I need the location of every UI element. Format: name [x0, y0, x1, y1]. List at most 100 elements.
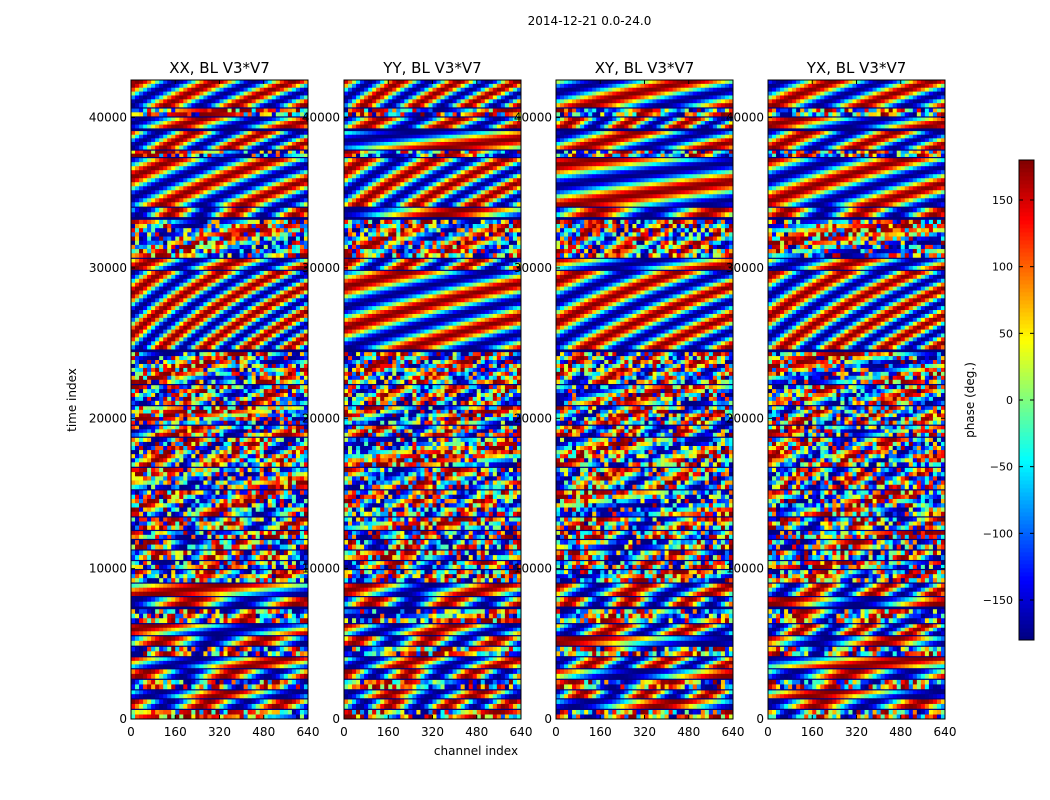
heatmap-cell: [271, 624, 277, 629]
heatmap-cell: [251, 631, 256, 636]
heatmap-cell: [179, 207, 184, 213]
heatmap-cell: [279, 669, 285, 675]
heatmap-cell: [183, 345, 188, 350]
heatmap-cell: [135, 333, 140, 338]
heatmap-cell: [167, 627, 172, 632]
heatmap-cell: [187, 657, 192, 662]
heatmap-cell: [259, 274, 265, 280]
heatmap-cell: [175, 703, 180, 709]
heatmap-cell: [159, 694, 164, 699]
heatmap-cell: [295, 302, 301, 307]
heatmap-cell: [303, 224, 309, 229]
heatmap-cell: [135, 310, 140, 315]
heatmap-cell: [163, 521, 168, 526]
heatmap-cell: [219, 714, 224, 720]
heatmap-cell: [167, 409, 172, 414]
heatmap-cell: [179, 669, 184, 675]
heatmap-cell: [191, 660, 196, 665]
heatmap-cell: [147, 325, 152, 330]
heatmap-cell: [187, 564, 192, 569]
heatmap-cell: [239, 583, 244, 588]
heatmap-cell: [283, 317, 289, 323]
heatmap-cell: [231, 636, 236, 642]
heatmap-cell: [267, 699, 273, 705]
heatmap-cell: [283, 511, 289, 517]
heatmap-cell: [203, 631, 208, 636]
heatmap-cell: [191, 578, 196, 583]
heatmap-cell: [227, 240, 232, 246]
heatmap-cell: [227, 363, 232, 369]
heatmap-cell: [271, 673, 277, 679]
heatmap-cell: [147, 564, 152, 569]
heatmap-cell: [155, 694, 160, 699]
heatmap-cell: [299, 540, 305, 545]
heatmap-cell: [167, 278, 172, 283]
heatmap-cell: [287, 684, 293, 690]
heatmap-cell: [195, 450, 200, 455]
heatmap-cell: [235, 640, 240, 646]
heatmap-cell: [203, 317, 208, 323]
heatmap-cell: [283, 396, 289, 402]
heatmap-cell: [135, 454, 140, 459]
heatmap-cell: [207, 406, 212, 411]
heatmap-cell: [291, 282, 297, 287]
heatmap-cell: [183, 490, 188, 496]
heatmap-cell: [167, 454, 172, 459]
heatmap-cell: [243, 613, 248, 619]
heatmap-cell: [191, 413, 196, 418]
heatmap-cell: [207, 393, 212, 398]
heatmap-cell: [239, 302, 244, 307]
heatmap-cell: [287, 413, 293, 418]
heatmap-cell: [243, 699, 248, 705]
heatmap-cell: [299, 393, 305, 398]
heatmap-cell: [251, 703, 256, 709]
heatmap-cell: [235, 385, 240, 390]
heatmap-cell: [243, 249, 248, 254]
heatmap-cell: [143, 400, 148, 406]
heatmap-cell: [263, 609, 269, 615]
heatmap-cell: [299, 306, 305, 311]
heatmap-cell: [271, 244, 277, 250]
heatmap-cell: [267, 341, 273, 346]
heatmap-cell: [299, 253, 305, 258]
heatmap-cell: [263, 591, 269, 597]
heatmap-cell: [187, 498, 192, 504]
heatmap-cell: [291, 317, 297, 323]
heatmap-cell: [167, 583, 172, 588]
heatmap-cell: [159, 627, 164, 632]
heatmap-cell: [259, 228, 265, 233]
heatmap-cell: [271, 437, 277, 443]
heatmap-cell: [199, 437, 204, 443]
heatmap-cell: [275, 282, 281, 287]
heatmap-cell: [131, 274, 136, 280]
heatmap-cell: [155, 420, 160, 425]
heatmap-cell: [267, 356, 273, 361]
heatmap-cell: [223, 240, 228, 246]
heatmap-cell: [275, 480, 281, 486]
heatmap-cell: [251, 341, 256, 346]
heatmap-cell: [187, 714, 192, 720]
heatmap-cell: [155, 597, 160, 603]
heatmap-cell: [231, 379, 236, 385]
heatmap-cell: [135, 249, 140, 254]
heatmap-cell: [151, 640, 156, 646]
heatmap-cell: [139, 534, 144, 539]
heatmap-cell: [179, 570, 184, 575]
heatmap-cell: [207, 511, 212, 517]
heatmap-cell: [139, 601, 144, 607]
heatmap-cell: [243, 517, 248, 522]
heatmap-cell: [287, 694, 293, 699]
heatmap-cell: [195, 511, 200, 517]
heatmap-cell: [303, 480, 309, 486]
heatmap-cell: [167, 290, 172, 295]
heatmap-cell: [287, 265, 293, 270]
heatmap-cell: [171, 574, 176, 579]
heatmap-cell: [167, 371, 172, 377]
heatmap-cell: [135, 379, 140, 385]
heatmap-cell: [283, 437, 289, 443]
heatmap-cell: [191, 694, 196, 699]
heatmap-cell: [151, 694, 156, 699]
heatmap-cell: [279, 636, 285, 642]
heatmap-cell: [215, 525, 220, 530]
heatmap-cell: [223, 646, 228, 652]
